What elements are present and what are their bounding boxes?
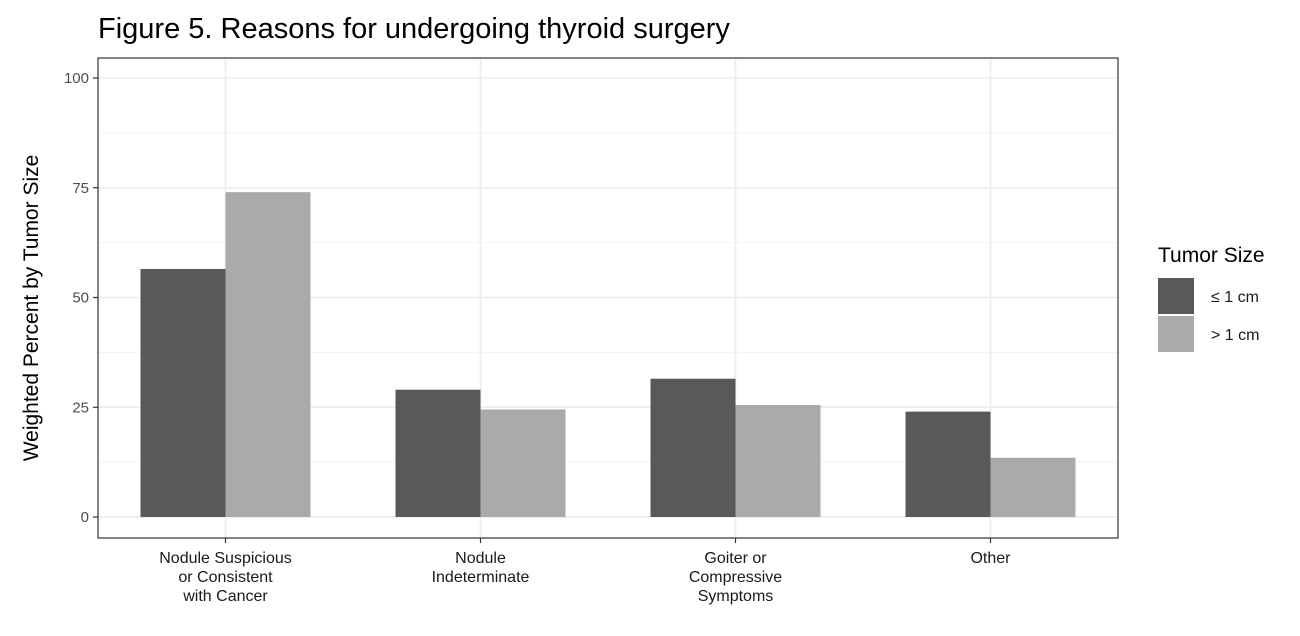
bar [480, 409, 566, 517]
legend-label: > 1 cm [1211, 327, 1259, 344]
x-tick-label: Other [970, 550, 1011, 567]
bar [395, 389, 481, 517]
legend-label: ≤ 1 cm [1211, 289, 1259, 306]
axes: 0 25 50 75 100 Nodule Suspicious or Consistent… [64, 57, 1119, 605]
legend: Tumor Size ≤ 1 cm > 1 cm [1158, 244, 1265, 352]
bar [990, 457, 1076, 517]
y-axis-title: Weighted Percent by Tumor Size [20, 155, 43, 462]
bar [140, 268, 226, 517]
x-tick-label: Goiter or Compressive Symptoms [689, 550, 782, 605]
chart-title: Figure 5. Reasons for undergoing thyroid… [98, 13, 730, 45]
y-tick-label: 100 [64, 70, 89, 87]
x-tick-label: Nodule Indeterminate [432, 550, 530, 586]
bars [140, 192, 1076, 517]
x-tick-label: Nodule Suspicious or Consistent with Cance… [159, 550, 292, 605]
bar [735, 405, 821, 517]
bar [650, 378, 736, 517]
y-tick-label: 25 [72, 399, 89, 416]
y-tick-label: 0 [81, 509, 89, 526]
bar [225, 192, 311, 517]
legend-key [1158, 278, 1194, 314]
y-tick-label: 50 [72, 290, 89, 307]
legend-title: Tumor Size [1158, 244, 1265, 267]
y-tick-label: 75 [72, 180, 89, 197]
bar [905, 411, 991, 517]
legend-key [1158, 316, 1194, 352]
